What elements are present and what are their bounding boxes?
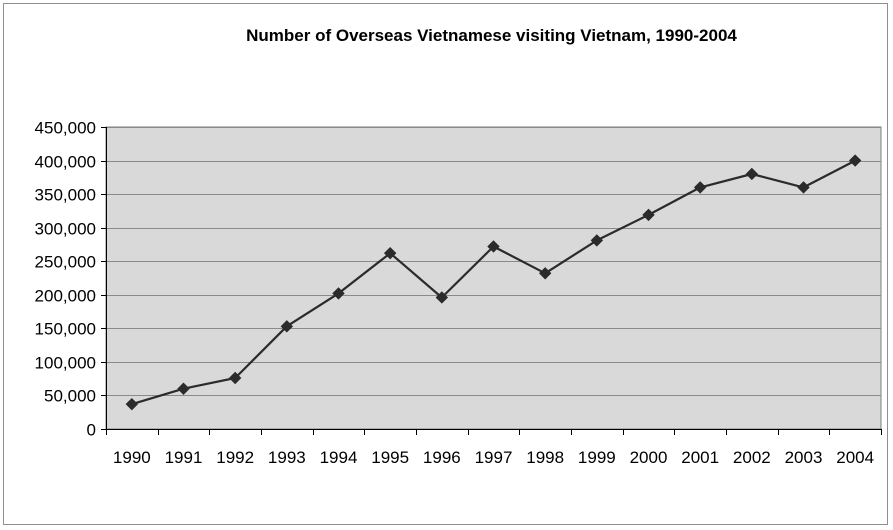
data-point-marker	[177, 382, 190, 395]
y-tick-label: 450,000	[35, 119, 96, 138]
data-point-marker	[538, 267, 552, 280]
data-point-marker	[590, 234, 604, 247]
x-tick-label: 2004	[836, 448, 874, 467]
y-tick-label: 0	[87, 421, 96, 440]
data-point-marker	[228, 371, 242, 385]
data-point-marker	[487, 240, 500, 253]
y-tick-label: 100,000	[35, 354, 96, 373]
y-tick-label: 50,000	[44, 387, 96, 406]
x-axis: 1990 1991 1992 1993 1994 1995 1996 1997 1998 1999…	[106, 429, 882, 467]
x-tick-label: 1994	[320, 448, 358, 467]
data-point-marker	[435, 291, 449, 304]
series-group	[125, 154, 862, 411]
x-tick-label: 1992	[216, 448, 254, 467]
data-point-marker	[848, 154, 862, 167]
data-point-marker	[797, 181, 810, 194]
y-tick-label: 150,000	[35, 320, 96, 339]
data-point-marker	[383, 246, 397, 260]
gridlines	[106, 127, 881, 396]
y-tick-label: 250,000	[35, 253, 96, 272]
data-point-marker	[280, 320, 294, 333]
x-tick-label: 1993	[268, 448, 306, 467]
data-point-marker	[332, 287, 345, 300]
chart-title: Number of Overseas Vietnamese visiting V…	[246, 26, 737, 45]
y-tick-label: 200,000	[35, 287, 96, 306]
data-point-marker	[693, 181, 707, 194]
y-tick-label: 400,000	[35, 153, 96, 172]
x-tick-label: 1996	[423, 448, 461, 467]
y-tick-label: 350,000	[35, 186, 96, 205]
y-tick-label: 300,000	[35, 220, 96, 239]
x-tick-label: 2001	[681, 448, 719, 467]
data-point-marker	[745, 167, 759, 181]
x-tick-label: 1991	[165, 448, 203, 467]
x-tick-label: 2002	[733, 448, 771, 467]
x-tick-label: 1999	[578, 448, 616, 467]
x-tick-label: 1998	[526, 448, 564, 467]
plot-area	[105, 126, 882, 430]
data-point-marker	[642, 208, 655, 222]
x-tick-label: 1997	[475, 448, 513, 467]
x-tick-label: 1990	[113, 448, 151, 467]
x-tick-label: 2003	[785, 448, 823, 467]
x-tick-label: 2000	[630, 448, 668, 467]
data-point-marker	[125, 397, 139, 411]
x-tick-label: 1995	[371, 448, 409, 467]
y-axis: 0 50,000 100,000 150,000 200,000 250,000 300,0…	[35, 119, 107, 440]
